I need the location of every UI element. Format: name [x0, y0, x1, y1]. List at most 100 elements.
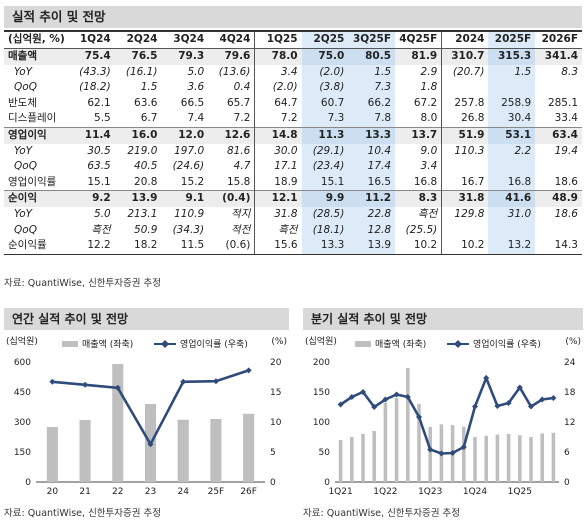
table-row: YoY (43.3) (16.1) 5.0 (13.6) 3.4 (2.0) 1.5 2.9 (2…	[4, 64, 582, 81]
left-tick-label: 200	[313, 358, 330, 368]
table-header-cell: 2026F	[535, 30, 582, 49]
margin-line	[339, 374, 554, 455]
table-cell	[535, 80, 582, 96]
right-tick-label: 5	[270, 448, 276, 458]
table-header-cell: 3Q24	[161, 30, 209, 49]
table-cell: (16.1)	[125, 65, 158, 78]
table-cell: (18.2)	[79, 81, 111, 94]
left-tick-label: 50	[319, 448, 331, 458]
table-row: QoQ 63.5 40.5 (24.6) 4.7 17.1 (23.4) 17.4 3.4	[4, 159, 582, 175]
left-axis-unit: (십억원)	[6, 335, 38, 347]
margin-point-5	[180, 378, 187, 385]
table-cell: 50.9	[134, 223, 158, 236]
table-cell: 341.4	[535, 48, 582, 65]
margin-point-10	[438, 450, 445, 457]
table-cell: (2.0)	[301, 64, 349, 81]
row-label: 영업이익률	[8, 175, 57, 188]
right-tick-label: 10	[270, 418, 282, 428]
row-label: QoQ	[14, 160, 37, 173]
margin-point-11	[449, 450, 456, 456]
table-cell	[441, 222, 489, 239]
row-label: 순이익	[4, 190, 68, 207]
right-tick-label: 0	[270, 478, 276, 488]
table-cell: (2.0)	[254, 80, 302, 96]
table-cell: 2.9	[420, 65, 438, 78]
bar-19	[540, 433, 544, 482]
table-cell: 67.2	[413, 96, 438, 109]
bar-3	[112, 364, 124, 482]
legend-line-marker	[454, 340, 462, 348]
left-tick-label: 150	[14, 448, 31, 458]
margin-point-8	[416, 414, 422, 420]
table-cell: 40.5	[134, 160, 158, 173]
table-cell: 285.1	[547, 96, 578, 109]
x-tick-label: 25F	[208, 487, 225, 497]
bar-2	[350, 437, 354, 482]
margin-point-1	[49, 378, 56, 385]
table-header-cell: 3Q25F	[348, 30, 396, 49]
left-tick-label: 300	[14, 418, 31, 428]
table-row: QoQ 흑전 50.9 (34.3) 적전 흑전 (18.1) 12.8 (25.5)	[4, 222, 582, 239]
row-label: YoY	[14, 144, 33, 157]
table-cell: 13.9	[114, 190, 162, 207]
table-cell: 22.8	[348, 206, 396, 223]
table-cell: 17.4	[348, 159, 396, 175]
table-cell: 12.1	[254, 190, 302, 207]
x-tick-label: 24	[177, 487, 189, 497]
table-cell: 9.0	[420, 144, 438, 157]
legend-bar-label: 매출액 (좌축)	[375, 338, 426, 350]
table-header-cell: 1Q25	[254, 30, 302, 49]
table-cell	[488, 159, 536, 175]
right-tick-label: 18	[564, 388, 576, 398]
table-cell: 66.2	[348, 95, 396, 112]
bar-2	[79, 420, 91, 482]
table-cell: 64.7	[254, 95, 302, 112]
table-source: 자료: QuantiWise, 신한투자증권 추정	[4, 278, 162, 289]
margin-point-3	[114, 384, 121, 391]
table-cell: 15.2	[180, 175, 205, 188]
margin-point-2	[348, 394, 355, 400]
table-cell: (23.4)	[301, 159, 349, 175]
table-cell: 75.4	[68, 48, 115, 65]
legend-bar-label: 매출액 (좌축)	[82, 338, 133, 350]
x-tick-label: 20	[47, 487, 59, 497]
table-cell: 8.3	[395, 190, 442, 207]
left-tick-label: 600	[14, 358, 31, 368]
table-cell: 18.6	[554, 175, 578, 188]
table-cell: 15.8	[226, 175, 251, 188]
table-cell: 79.6	[208, 48, 255, 65]
left-tick-label: 450	[14, 388, 31, 398]
margin-point-2	[82, 381, 89, 388]
table-cell: 13.9	[348, 238, 396, 255]
table-cell	[441, 80, 489, 96]
row-label: YoY	[14, 207, 33, 220]
table-cell: 75.0	[301, 48, 349, 65]
legend-line-label: 영업이익률 (우축)	[473, 338, 541, 350]
table-row: YoY 5.0 213.1 110.9 적지 31.8 (28.5) 22.8 흑전 129.8 3…	[4, 206, 582, 223]
x-tick-label: 1Q23	[418, 487, 442, 497]
table-cell: (25.5)	[405, 223, 438, 236]
table-cell: 257.8	[441, 95, 489, 112]
table-cell: 6.7	[140, 112, 158, 125]
table-cell: (24.6)	[172, 160, 205, 173]
legend-bar-swatch	[355, 341, 371, 347]
table-cell: 흑전	[91, 223, 111, 236]
legend-bar-swatch	[62, 341, 78, 347]
table-cell	[535, 223, 582, 239]
table-cell: 26.8	[441, 111, 489, 128]
margin-point-3	[360, 389, 366, 395]
bar-6	[394, 398, 399, 482]
table-cell: 16.7	[441, 174, 489, 191]
x-tick-label: 1Q21	[328, 487, 352, 497]
bar-6	[210, 419, 222, 482]
table-cell: (0.4)	[208, 190, 255, 207]
table-cell: 12.8	[348, 222, 396, 239]
annual-chart: (십억원) (%) 매출액 (좌축) 영업이익률 (우축) 0 150 300 450 600 0…	[6, 335, 287, 497]
margin-point-14	[483, 375, 490, 381]
quarterly-chart: (십억원) (%) 매출액 (좌축) 영업이익률 (우축) 0 50 100 150 200 0 6…	[305, 335, 581, 497]
table-cell: 7.3	[348, 80, 396, 96]
row-label: 반도체	[8, 96, 37, 109]
quarterly-chart-source: 자료: QuantiWise, 신한투자증권 추정	[303, 508, 461, 519]
table-cell: 76.5	[114, 48, 162, 65]
table-cell: 10.2	[441, 238, 489, 255]
